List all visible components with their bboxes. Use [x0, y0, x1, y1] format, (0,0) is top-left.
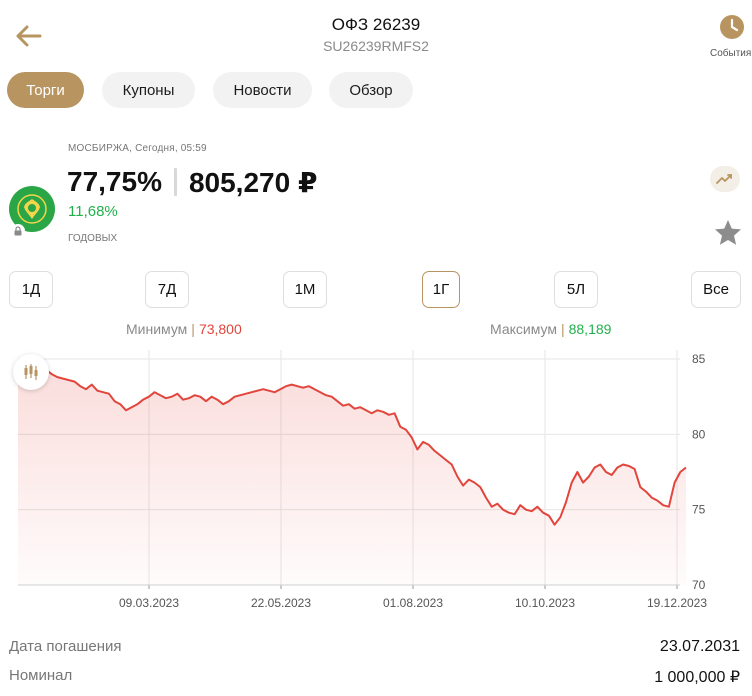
back-button[interactable]	[10, 18, 46, 54]
price-divider	[173, 168, 177, 196]
period-all[interactable]: Все	[691, 271, 741, 308]
period-1m[interactable]: 1М	[283, 271, 327, 308]
chart-type-button[interactable]	[710, 166, 740, 192]
period-1y[interactable]: 1Г	[422, 271, 460, 308]
candlestick-icon	[24, 364, 38, 380]
trend-icon	[716, 174, 732, 184]
range-max: Максимум | 88,189	[490, 321, 611, 337]
y-tick-label: 75	[692, 503, 706, 517]
clock-icon	[720, 15, 744, 39]
y-tick-label: 85	[692, 352, 706, 366]
x-tick-label: 22.05.2023	[251, 596, 311, 610]
price-chart[interactable]: 09.03.2023 22.05.2023 01.08.2023 10.10.2023…	[0, 345, 752, 615]
nominal-row: Номинал 1 000,000 ₽	[9, 667, 740, 689]
x-tick-label: 01.08.2023	[383, 596, 443, 610]
maturity-value: 23.07.2031	[659, 638, 740, 655]
yield-label: ГОДОВЫХ	[68, 233, 118, 244]
lock-badge	[11, 224, 25, 238]
tab-overview[interactable]: Обзор	[329, 72, 413, 108]
tab-coupons[interactable]: Купоны	[102, 72, 195, 108]
period-1d[interactable]: 1Д	[9, 271, 53, 308]
events-label: События	[710, 48, 752, 59]
period-7d[interactable]: 7Д	[145, 271, 189, 308]
price-rub: 805,270 ₽	[188, 166, 318, 198]
page-title: ОФЗ 26239	[331, 15, 421, 34]
page-subtitle: SU26239RMFS2	[323, 38, 429, 54]
arrow-left-icon	[16, 25, 42, 47]
range-max-value: 88,189	[568, 321, 612, 337]
tab-trading[interactable]: Торги	[7, 72, 84, 108]
y-tick-label: 70	[692, 578, 706, 592]
period-5y[interactable]: 5Л	[554, 271, 598, 308]
range-min: Минимум | 73,800	[126, 321, 242, 337]
x-tick-label: 19.12.2023	[647, 596, 707, 610]
price-percent: 77,75%	[67, 166, 162, 197]
lock-icon	[14, 226, 22, 236]
maturity-row: Дата погашения 23.07.2031	[9, 638, 740, 660]
maturity-label: Дата погашения	[9, 638, 122, 655]
x-tick-label: 10.10.2023	[515, 596, 575, 610]
candlestick-toggle-button[interactable]	[13, 354, 49, 390]
y-tick-label: 80	[692, 427, 706, 441]
nominal-value: 1 000,000 ₽	[654, 669, 740, 686]
yield-value: 11,68%	[68, 203, 118, 220]
price-row: 77,75% 805,270 ₽	[67, 164, 317, 200]
range-max-separator: |	[560, 321, 565, 337]
range-min-separator: |	[191, 321, 195, 337]
range-min-value: 73,800	[198, 321, 242, 337]
favorite-star-icon[interactable]	[713, 218, 743, 248]
tab-news[interactable]: Новости	[213, 72, 312, 108]
emblem-icon	[17, 194, 47, 224]
x-tick-label: 09.03.2023	[119, 596, 179, 610]
range-max-label: Максимум	[490, 321, 557, 337]
exchange-timestamp: МОСБИРЖА, Сегодня, 05:59	[68, 143, 207, 154]
range-min-label: Минимум	[126, 321, 188, 337]
price-area	[18, 369, 686, 585]
nominal-label: Номинал	[9, 667, 73, 684]
price-line	[45, 368, 687, 526]
